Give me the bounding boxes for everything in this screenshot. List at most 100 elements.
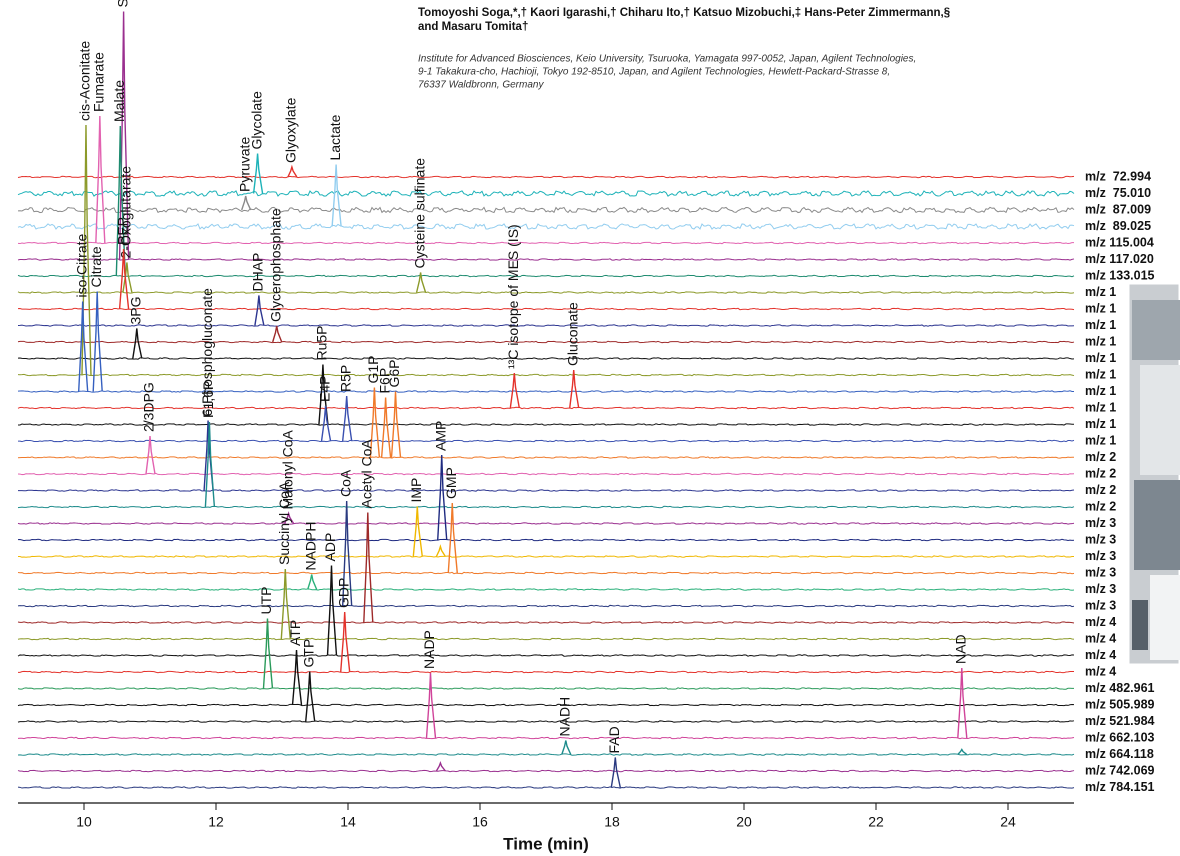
peak-label: G6P: [386, 359, 402, 387]
legend-label: m/z 662.103: [1085, 730, 1155, 744]
baseline: [18, 325, 1074, 326]
legend-label: m/z 784.151: [1085, 780, 1155, 794]
baseline: [18, 770, 1074, 771]
legend-label: m/z 3: [1085, 565, 1116, 579]
peak: [341, 612, 350, 672]
baseline: [18, 737, 1074, 738]
legend-label: m/z 505.989: [1085, 697, 1155, 711]
peak-label: E4P: [316, 376, 332, 402]
legend-label: m/z 1: [1085, 367, 1116, 381]
legend-label: m/z 89.025: [1085, 219, 1151, 233]
legend-label: m/z 1: [1085, 285, 1116, 299]
legend-label: m/z 1: [1085, 433, 1116, 447]
peak-label: ADP: [322, 533, 338, 562]
x-tick-label: 24: [1000, 814, 1016, 830]
baseline: [18, 391, 1074, 392]
baseline: [18, 638, 1074, 639]
peak: [146, 436, 155, 474]
peak: [242, 196, 251, 210]
baseline: [18, 589, 1074, 590]
peak: [611, 758, 620, 788]
peak-label: AMP: [432, 421, 448, 451]
baseline: [18, 506, 1074, 507]
legend-label: m/z 1: [1085, 351, 1116, 365]
peak-label: Lactate: [327, 114, 343, 160]
baseline: [18, 704, 1074, 705]
legend-label: m/z 72.994: [1085, 169, 1151, 183]
legend-label: m/z 1: [1085, 384, 1116, 398]
peak-label: Glycerophosphate: [267, 208, 283, 322]
peak: [205, 422, 214, 507]
peak-label: PEP: [114, 217, 130, 245]
peak: [306, 672, 315, 722]
baseline: [18, 721, 1074, 722]
authors: and Masaru Tomita†: [418, 21, 528, 33]
legend-label: m/z 133.015: [1085, 268, 1155, 282]
legend-label: m/z 1: [1085, 334, 1116, 348]
peak: [273, 326, 282, 342]
baseline: [18, 787, 1074, 788]
peak: [570, 370, 579, 408]
legend-label: m/z 2: [1085, 483, 1116, 497]
peak-label: Glyoxylate: [283, 97, 299, 163]
baseline: [18, 224, 1074, 229]
authors: Tomoyoshi Soga,*,† Kaori Igarashi,† Chih…: [418, 7, 950, 19]
peak-label: Succinate: [114, 0, 130, 8]
peak-label: CoA: [337, 469, 353, 497]
peak-label: ¹³C isotope of MES (IS): [505, 224, 521, 369]
peak-label: DHAP: [250, 253, 266, 292]
peak: [255, 296, 264, 326]
peak-label: Citrate: [88, 246, 104, 287]
baseline: [18, 556, 1074, 557]
baseline: [18, 407, 1074, 408]
peak: [322, 406, 331, 441]
peak-label: Succinyl CoA: [276, 481, 292, 565]
baseline: [18, 440, 1074, 441]
peak: [343, 396, 352, 441]
x-tick-label: 22: [868, 814, 884, 830]
legend-label: m/z 1: [1085, 400, 1116, 414]
peak: [133, 329, 142, 359]
peak-label: GMP: [443, 467, 459, 499]
peak: [382, 398, 391, 458]
affiliation: 76337 Waldbronn, Germany: [418, 80, 544, 91]
peak: [436, 547, 445, 557]
baseline: [18, 207, 1074, 212]
affiliation: Institute for Advanced Biosciences, Keio…: [418, 54, 916, 65]
x-tick-label: 14: [340, 814, 356, 830]
peak-label: Fumarate: [91, 52, 107, 112]
legend-label: m/z 4: [1085, 664, 1116, 678]
peak-label: Malate: [111, 80, 127, 122]
peak: [254, 154, 263, 194]
baseline: [18, 176, 1074, 177]
baseline: [18, 473, 1074, 474]
legend-label: m/z 4: [1085, 615, 1116, 629]
peak: [96, 116, 105, 243]
baseline: [18, 523, 1074, 524]
peak-label: 2/3DPG: [141, 382, 157, 432]
peak-label: UTP: [258, 587, 274, 615]
baseline: [18, 688, 1074, 689]
baseline: [18, 671, 1074, 672]
legend-label: m/z 3: [1085, 582, 1116, 596]
peak-label: GDP: [335, 578, 351, 608]
affiliation: 9-1 Takakura-cho, Hachioji, Tokyo 192-85…: [418, 67, 890, 78]
legend-label: m/z 664.118: [1085, 747, 1154, 761]
peak: [308, 575, 317, 590]
peak-label: IMP: [408, 478, 424, 503]
baseline: [18, 374, 1074, 375]
peak: [958, 750, 967, 755]
peak-label: R5P: [337, 365, 353, 392]
baseline: [18, 457, 1074, 458]
baseline: [18, 424, 1074, 425]
x-tick-label: 16: [472, 814, 488, 830]
legend-label: m/z 1: [1085, 301, 1116, 315]
legend-label: m/z 2: [1085, 499, 1116, 513]
legend-label: m/z 75.010: [1085, 186, 1151, 200]
x-tick-label: 12: [208, 814, 224, 830]
baseline: [18, 308, 1074, 309]
peak: [958, 668, 967, 738]
peak-label: Ru5P: [314, 325, 330, 360]
peak-label: NADP: [421, 630, 437, 669]
legend-label: m/z 3: [1085, 532, 1116, 546]
